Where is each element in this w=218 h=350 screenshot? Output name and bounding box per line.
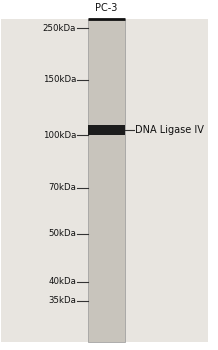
Text: 35kDa: 35kDa (48, 296, 76, 306)
Text: 150kDa: 150kDa (43, 76, 76, 84)
Text: 250kDa: 250kDa (43, 24, 76, 33)
Bar (88, 20, 125, 342)
Text: 70kDa: 70kDa (48, 183, 76, 192)
Text: 40kDa: 40kDa (48, 278, 76, 286)
Text: PC-3: PC-3 (95, 2, 117, 13)
Text: 100kDa: 100kDa (43, 131, 76, 140)
Bar (88, 125, 125, 135)
Text: 50kDa: 50kDa (48, 229, 76, 238)
Text: DNA Ligase IV: DNA Ligase IV (135, 125, 204, 135)
